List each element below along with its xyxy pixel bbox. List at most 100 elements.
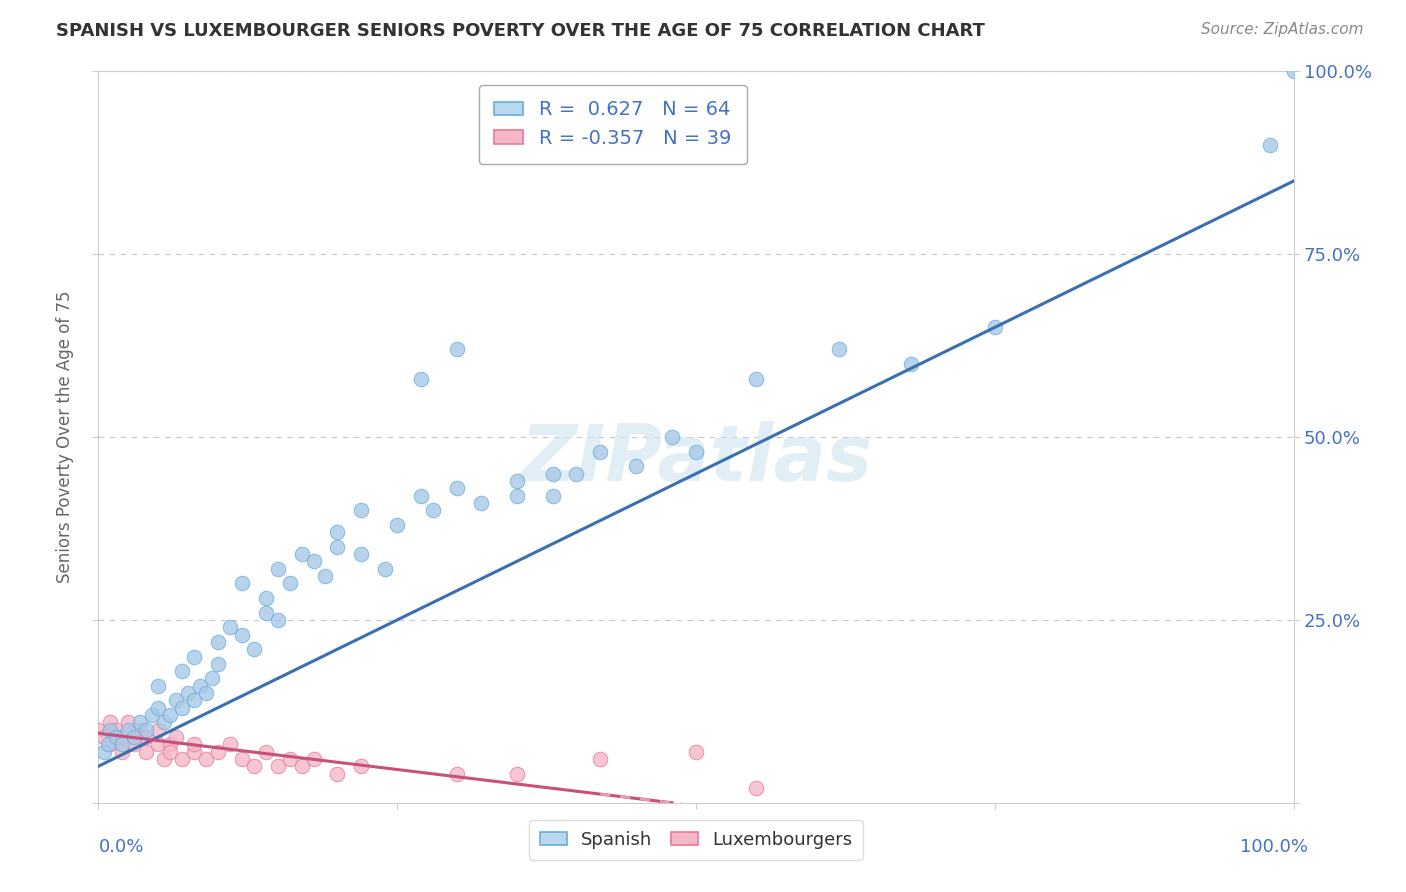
- Point: [1258, 137, 1281, 152]
- Point: [302, 752, 325, 766]
- Point: [470, 496, 492, 510]
- Point: [111, 737, 134, 751]
- Point: [315, 569, 337, 583]
- Point: [1282, 64, 1305, 78]
- Point: [105, 730, 128, 744]
- Point: [183, 693, 205, 707]
- Point: [219, 620, 242, 634]
- Point: [159, 745, 181, 759]
- Point: [506, 766, 529, 780]
- Point: [243, 759, 266, 773]
- Point: [231, 627, 253, 641]
- Point: [302, 554, 325, 568]
- Point: [745, 371, 768, 385]
- Point: [326, 540, 349, 554]
- Y-axis label: Seniors Poverty Over the Age of 75: Seniors Poverty Over the Age of 75: [56, 291, 75, 583]
- Point: [124, 737, 146, 751]
- Point: [589, 752, 612, 766]
- Point: [278, 576, 301, 591]
- Point: [446, 343, 468, 357]
- Point: [98, 737, 122, 751]
- Point: [350, 503, 373, 517]
- Point: [626, 459, 648, 474]
- Point: [135, 730, 157, 744]
- Point: [93, 730, 115, 744]
- Point: [291, 759, 314, 773]
- Point: [411, 371, 433, 385]
- Point: [129, 723, 152, 737]
- Point: [254, 591, 277, 605]
- Point: [148, 723, 170, 737]
- Point: [745, 781, 768, 796]
- Point: [111, 730, 134, 744]
- Point: [278, 752, 301, 766]
- Point: [446, 481, 468, 495]
- Point: [267, 613, 290, 627]
- Point: [326, 766, 349, 780]
- Point: [254, 606, 277, 620]
- Point: [135, 723, 157, 737]
- Point: [195, 686, 218, 700]
- Point: [231, 752, 253, 766]
- Point: [984, 320, 1007, 334]
- Point: [374, 562, 396, 576]
- Point: [565, 467, 588, 481]
- Text: Source: ZipAtlas.com: Source: ZipAtlas.com: [1201, 22, 1364, 37]
- Point: [385, 517, 409, 532]
- Point: [183, 649, 205, 664]
- Point: [111, 745, 134, 759]
- Point: [291, 547, 314, 561]
- Point: [685, 444, 707, 458]
- Point: [98, 723, 122, 737]
- Point: [148, 737, 170, 751]
- Point: [124, 730, 146, 744]
- Point: [195, 752, 218, 766]
- Point: [141, 708, 163, 723]
- Point: [87, 723, 110, 737]
- Point: [188, 679, 211, 693]
- Point: [231, 576, 253, 591]
- Point: [207, 657, 229, 671]
- Text: 0.0%: 0.0%: [98, 838, 143, 855]
- Point: [93, 745, 115, 759]
- Point: [135, 745, 157, 759]
- Point: [900, 357, 922, 371]
- Point: [97, 737, 120, 751]
- Point: [267, 562, 290, 576]
- Point: [661, 430, 683, 444]
- Point: [243, 642, 266, 657]
- Point: [541, 467, 564, 481]
- Point: [159, 708, 181, 723]
- Point: [124, 730, 146, 744]
- Point: [148, 700, 170, 714]
- Point: [165, 730, 187, 744]
- Point: [207, 635, 229, 649]
- Point: [219, 737, 242, 751]
- Point: [828, 343, 851, 357]
- Text: 100.0%: 100.0%: [1240, 838, 1308, 855]
- Point: [685, 745, 707, 759]
- Point: [267, 759, 290, 773]
- Point: [446, 766, 468, 780]
- Text: SPANISH VS LUXEMBOURGER SENIORS POVERTY OVER THE AGE OF 75 CORRELATION CHART: SPANISH VS LUXEMBOURGER SENIORS POVERTY …: [56, 22, 986, 40]
- Point: [159, 737, 181, 751]
- Text: ZIPatlas: ZIPatlas: [520, 421, 872, 497]
- Legend: R =  0.627   N = 64, R = -0.357   N = 39: R = 0.627 N = 64, R = -0.357 N = 39: [478, 85, 747, 163]
- Point: [117, 723, 139, 737]
- Point: [172, 700, 194, 714]
- Point: [183, 745, 205, 759]
- Point: [350, 759, 373, 773]
- Point: [541, 489, 564, 503]
- Point: [506, 474, 529, 488]
- Point: [201, 672, 224, 686]
- Point: [129, 715, 152, 730]
- Point: [153, 752, 176, 766]
- Point: [207, 745, 229, 759]
- Point: [165, 693, 187, 707]
- Point: [422, 503, 444, 517]
- Point: [117, 715, 139, 730]
- Point: [589, 444, 612, 458]
- Point: [172, 664, 194, 678]
- Point: [254, 745, 277, 759]
- Point: [350, 547, 373, 561]
